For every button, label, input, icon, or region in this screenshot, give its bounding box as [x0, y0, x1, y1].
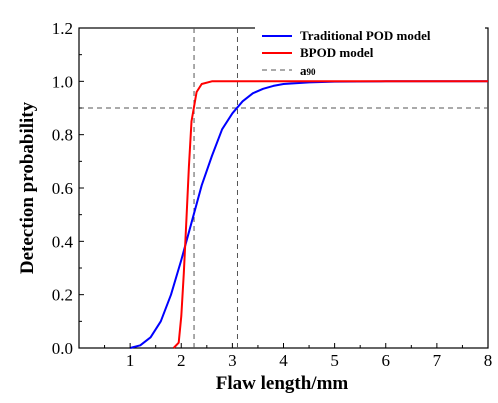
y-tick-label: 0.8	[52, 126, 73, 145]
y-tick-label: 1.0	[52, 72, 73, 91]
legend-background	[255, 26, 485, 80]
y-tick-label: 1.2	[52, 19, 73, 38]
x-tick-label: 4	[279, 351, 288, 370]
series-line-bpod	[172, 80, 488, 349]
legend: Traditional POD model BPOD model a90	[255, 26, 485, 80]
x-tick-label: 5	[330, 351, 339, 370]
x-tick-label: 3	[228, 351, 237, 370]
x-tick-label: 6	[382, 351, 391, 370]
x-tick-label: 7	[433, 351, 442, 370]
x-axis-title: Flaw length/mm	[216, 373, 349, 394]
legend-label-bpod: BPOD model	[300, 45, 374, 60]
legend-label-traditional-pod: Traditional POD model	[300, 28, 431, 43]
y-tick-label: 0.2	[52, 286, 73, 305]
series-line-traditional-pod	[129, 80, 488, 349]
x-tick-label: 1	[126, 351, 135, 370]
y-tick-label: 0.0	[52, 339, 73, 358]
y-tick-label: 0.4	[52, 232, 74, 251]
x-tick-label: 2	[177, 351, 186, 370]
legend-label-a90: a90	[300, 63, 316, 78]
y-axis-title: Detection probability	[17, 101, 38, 274]
x-tick-label: 8	[484, 351, 493, 370]
y-tick-label: 0.6	[52, 179, 73, 198]
